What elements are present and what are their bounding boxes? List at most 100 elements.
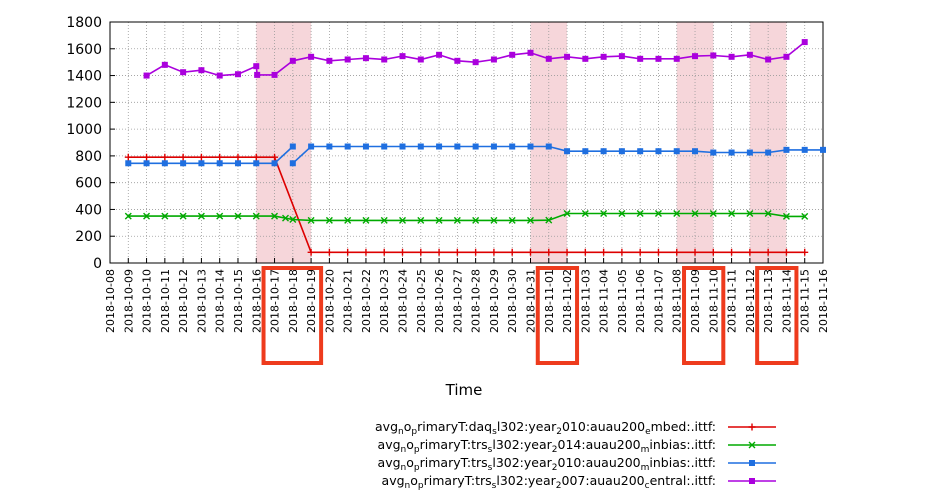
data-point: [289, 160, 296, 167]
y-axis-ticks: 0 200 400 600 800 1000 1200 1400 1600 1800: [66, 15, 115, 272]
x-tick-label: 2018-11-13: [762, 269, 775, 333]
x-tick-label: 2018-11-12: [744, 269, 757, 333]
x-tick-label: 2018-10-18: [287, 269, 300, 333]
data-point: [234, 153, 242, 161]
data-point: [490, 143, 497, 150]
data-point: [362, 143, 369, 150]
data-point: [748, 423, 756, 431]
data-point: [654, 209, 662, 217]
data-point: [271, 153, 279, 161]
data-point: [526, 216, 534, 224]
tick-highlight-box: [755, 266, 799, 365]
data-point: [637, 148, 644, 155]
data-point: [746, 51, 753, 58]
data-point: [124, 212, 132, 220]
data-point: [637, 55, 644, 62]
data-point: [362, 55, 369, 62]
data-point: [618, 148, 625, 155]
x-tick-label: 2018-10-27: [451, 269, 464, 333]
data-point: [254, 71, 261, 78]
data-point: [746, 209, 754, 217]
data-point: [655, 148, 662, 155]
data-point: [417, 216, 425, 224]
data-point: [655, 55, 662, 62]
x-tick-label: 2018-11-04: [598, 269, 611, 333]
data-point: [454, 143, 461, 150]
data-point: [282, 214, 290, 222]
data-point: [748, 441, 756, 449]
data-point: [380, 216, 388, 224]
data-point: [710, 52, 717, 59]
data-point: [582, 55, 589, 62]
tick-highlight-box: [535, 266, 580, 365]
x-tick-label: 2018-11-09: [689, 269, 702, 333]
x-tick-label: 2018-11-05: [616, 269, 629, 333]
data-point: [618, 248, 626, 256]
data-point: [691, 209, 699, 217]
legend-label: avgnoprimaryT:daqsl302:year2010:auau200e…: [375, 419, 716, 437]
x-tick-label: 2018-10-25: [415, 269, 428, 333]
data-point: [545, 216, 553, 224]
y-tick-label: 600: [75, 176, 102, 192]
data-point: [253, 160, 260, 167]
x-tick-label: 2018-10-14: [214, 269, 227, 333]
x-tick-label: 2018-10-29: [488, 269, 501, 333]
x-tick-label: 2018-11-08: [671, 269, 684, 333]
data-point: [673, 209, 681, 217]
data-point: [545, 55, 552, 62]
x-tick-label: 2018-11-16: [817, 269, 830, 333]
data-point: [180, 69, 187, 76]
data-point: [216, 212, 224, 220]
data-point: [472, 143, 479, 150]
data-point: [508, 248, 516, 256]
data-point: [801, 146, 808, 153]
data-point: [728, 149, 735, 156]
data-point: [143, 212, 151, 220]
data-point: [234, 212, 242, 220]
x-tick-label: 2018-10-16: [250, 269, 263, 333]
data-point: [673, 248, 681, 256]
data-point: [545, 143, 552, 150]
series-2: [124, 209, 809, 224]
x-tick-label: 2018-11-03: [579, 269, 592, 333]
data-point: [692, 148, 699, 155]
x-tick-label: 2018-10-22: [360, 269, 373, 333]
data-point: [563, 248, 571, 256]
data-point: [234, 160, 241, 167]
data-point: [435, 248, 443, 256]
data-point: [636, 209, 644, 217]
data-point: [709, 248, 717, 256]
data-point: [783, 53, 790, 60]
legend-label: avgnoprimaryT:trssl302:year2010:auau200m…: [378, 455, 716, 473]
data-point: [581, 248, 589, 256]
data-point: [764, 248, 772, 256]
data-point: [399, 53, 406, 60]
x-axis-title: Time: [445, 381, 483, 399]
data-point: [749, 478, 755, 484]
data-point: [600, 248, 608, 256]
y-tick-label: 400: [75, 202, 102, 218]
data-point: [198, 67, 205, 74]
data-point: [234, 71, 241, 78]
data-point: [728, 248, 736, 256]
data-point: [124, 153, 132, 161]
data-point: [618, 209, 626, 217]
x-tick-label: 2018-10-21: [342, 269, 355, 333]
data-point: [749, 460, 755, 466]
data-point: [161, 160, 168, 167]
data-point: [326, 143, 333, 150]
data-point: [782, 212, 790, 220]
data-point: [765, 56, 772, 63]
data-point: [801, 39, 808, 46]
x-tick-label: 2018-11-10: [707, 269, 720, 333]
data-point: [308, 143, 315, 150]
x-tick-label: 2018-10-09: [122, 269, 135, 333]
y-tick-label: 800: [75, 149, 102, 165]
data-point: [564, 148, 571, 155]
data-point: [728, 209, 736, 217]
data-point: [289, 143, 296, 150]
data-point: [563, 209, 571, 217]
y-tick-label: 1000: [66, 122, 102, 138]
data-point: [783, 146, 790, 153]
data-point: [435, 216, 443, 224]
